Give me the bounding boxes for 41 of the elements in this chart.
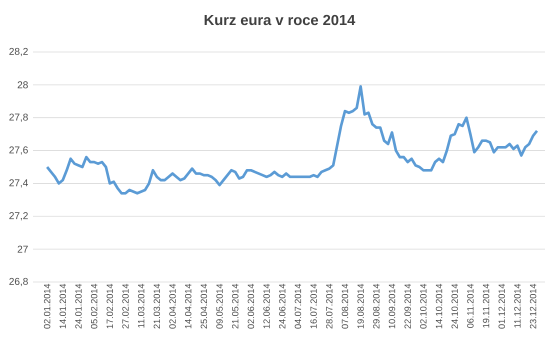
- x-tick-label: 16.07.2014: [310, 284, 317, 328]
- x-tick-label: 02.01.2014: [44, 284, 50, 329]
- y-tick-label: 27,8: [9, 114, 28, 122]
- x-tick-label: 14.01.2014: [60, 284, 66, 328]
- x-tick-label: 29.08.2014: [373, 284, 380, 328]
- x-tick-label: 17.02.2014: [106, 284, 114, 328]
- y-tick-label: 27,2: [9, 212, 28, 220]
- y-tick-label: 27,6: [9, 146, 28, 155]
- x-tick-label: 21.03.2014: [154, 284, 160, 328]
- x-tick-label: 24.06.2014: [279, 284, 286, 328]
- y-tick-label: 28,2: [9, 48, 28, 56]
- x-tick-label: 11.03.2014: [138, 284, 144, 328]
- x-tick-label: 12.06.2014: [263, 284, 270, 328]
- x-tick-label: 14.04.2014: [184, 284, 192, 328]
- x-tick-label: 06.11.2014: [467, 284, 474, 328]
- x-tick-label: 21.05.2014: [232, 284, 238, 328]
- x-tick-label: 05.02.2014: [90, 284, 98, 329]
- x-tick-label: 09.05.2014: [216, 284, 223, 329]
- y-tick-label: 27: [18, 246, 28, 253]
- x-tick-label: 28.07.2014: [326, 284, 332, 328]
- x-tick-label: 10.09.2014: [388, 284, 396, 328]
- chart-title: Kurz eura v roce 2014: [204, 14, 356, 26]
- x-tick-label: 02.06.2014: [248, 284, 254, 329]
- x-tick-label: 19.08.2014: [357, 284, 364, 328]
- x-tick-label: 02.10.2014: [420, 284, 427, 329]
- x-tick-label: 11.12.2014: [514, 284, 521, 328]
- x-tick-label: 27.02.2014: [122, 284, 129, 328]
- x-tick-label: 07.08.2014: [342, 284, 348, 329]
- x-tick-label: 22.09.2014: [404, 284, 411, 328]
- x-tick-label: 01.12.2014: [498, 284, 505, 329]
- x-tick-label: 14.10.2014: [436, 284, 442, 328]
- y-tick-label: 28: [18, 81, 28, 88]
- y-tick-label: 27,4: [9, 179, 28, 188]
- y-tick-label: 26,8: [9, 278, 28, 286]
- x-tick-label: 04.07.2014: [294, 284, 302, 329]
- x-tick-label: 24.10.2014: [451, 284, 458, 328]
- x-tick-label: 19.11.2014: [482, 284, 490, 328]
- x-tick-label: 23.12.2014: [530, 284, 536, 328]
- x-tick-label: 25.04.2014: [200, 284, 208, 328]
- x-tick-label: 24.01.2014: [75, 284, 82, 328]
- x-tick-label: 02.04.2014: [169, 284, 176, 329]
